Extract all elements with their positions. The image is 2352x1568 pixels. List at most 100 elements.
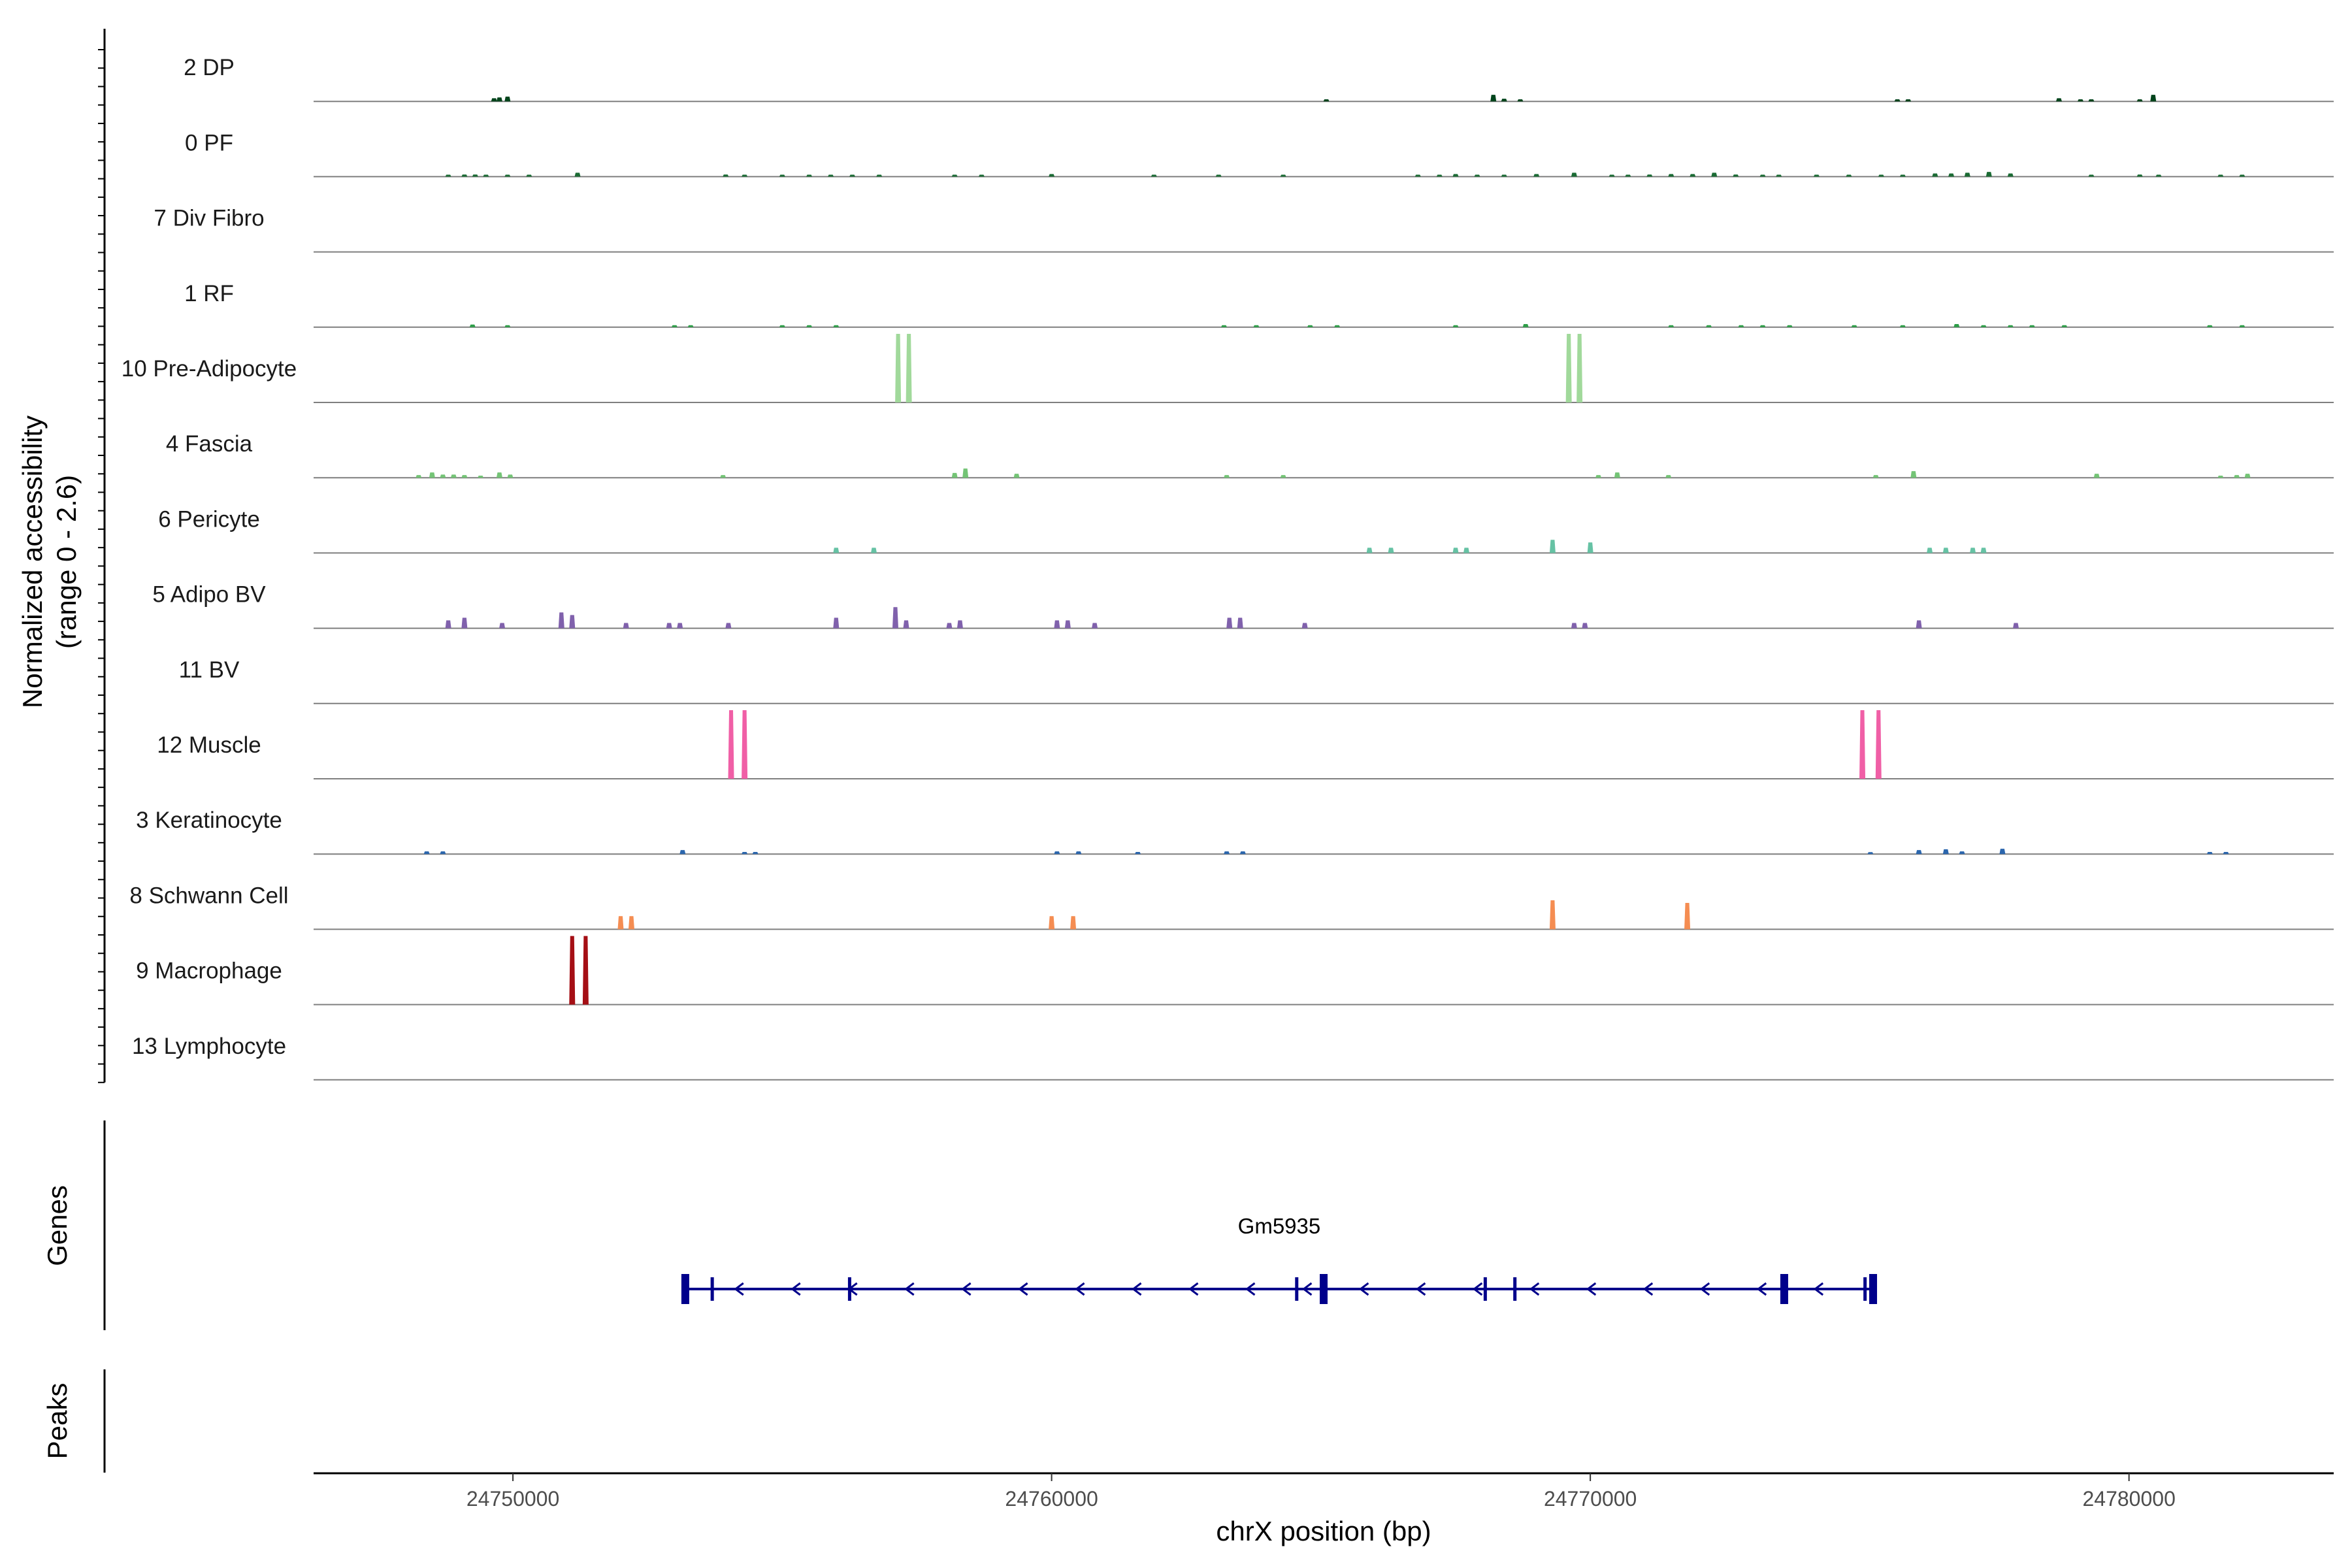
coverage-peak [2093,474,2100,478]
coverage-peak [1875,710,1882,779]
coverage-peak [1999,849,2006,855]
track-4-fascia: 4 Fascia [166,431,2334,479]
coverage-peak [1625,174,1631,177]
coverage-peak [895,334,902,402]
coverage-peak [876,174,883,177]
coverage-peak [472,174,478,177]
coverage-peak [1501,174,1507,177]
coverage-peak [526,174,532,177]
coverage-peak [892,607,898,629]
track-label: 12 Muscle [157,732,261,758]
track-label: 3 Keratinocyte [136,808,282,833]
coverage-peak [752,851,759,855]
track-3-keratinocyte: 3 Keratinocyte [136,808,2334,855]
coverage-peak [1878,174,1884,177]
coverage-peak [2007,325,2014,327]
coverage-peak [1576,334,1583,402]
coverage-peak [2206,851,2213,855]
coverage-peak [779,174,785,177]
coverage-peak [742,174,748,177]
coverage-peak [1565,334,1572,402]
coverage-peak [1474,174,1480,177]
coverage-peak [483,174,489,177]
coverage-peak [1224,851,1230,855]
gene-exon [1295,1277,1299,1301]
coverage-peak [1224,475,1230,478]
coverage-peak [1414,174,1421,177]
coverage-peak [1668,174,1674,177]
coverage-peak [1490,95,1497,102]
coverage-peak [1609,174,1615,177]
gene-label: Gm5935 [1238,1214,1321,1238]
coverage-peak [1280,174,1286,177]
strand-arrow [1756,1282,1767,1296]
coverage-peak [1942,849,1949,855]
track-label: 13 Lymphocyte [132,1034,286,1059]
coverage-peak [1049,916,1055,930]
coverage-peak [2088,174,2095,177]
coverage-peak [569,936,576,1005]
strand-arrow [1188,1282,1199,1296]
coverage-peak [1980,325,1987,327]
coverage-peak [677,623,683,629]
coverage-peak [1980,547,1987,553]
coverage-peak [1738,325,1744,327]
track-label: 9 Macrophage [136,958,282,984]
coverage-peak [1964,172,1970,177]
coverage-peak [1215,174,1222,177]
x-tick-label: 24760000 [1005,1487,1098,1511]
strand-arrow [1813,1282,1824,1296]
coverage-peak [1846,174,1852,177]
coverage-peak [951,472,958,478]
coverage-peak [906,334,912,402]
coverage-peak [903,620,909,629]
coverage-peak [504,96,511,102]
coverage-peak [1220,325,1227,327]
coverage-peak [1463,547,1470,553]
coverage-peak [1253,325,1260,327]
track-label: 7 Div Fibro [154,206,264,231]
coverage-peak [496,97,502,102]
coverage-peak [1927,547,1933,553]
gene-exon [681,1274,689,1304]
coverage-peak [416,475,422,478]
strand-arrow [1358,1282,1369,1296]
coverage-peak [679,850,686,855]
coverage-peak [1614,472,1620,478]
track-9-macrophage: 9 Macrophage [136,936,2334,1005]
coverage-peak [1549,900,1556,930]
coverage-peak [445,620,451,629]
coverage-peak [469,324,476,327]
coverage-peak [742,851,748,855]
coverage-peak [671,325,678,327]
coverage-peak [1646,174,1653,177]
coverage-peak [2217,475,2224,478]
coverage-peak [723,174,729,177]
coverage-peak [871,547,877,553]
coverage-peak [1759,174,1766,177]
coverage-peak [779,325,785,327]
coverage-peak [1706,325,1712,327]
coverage-peak [1301,623,1308,629]
coverage-peak [728,710,734,779]
strand-arrow [1586,1282,1597,1296]
coverage-peak [450,474,457,478]
coverage-peak [1985,172,1992,177]
coverage-peak [491,98,497,102]
coverage-peak [720,475,727,478]
gene-exon [1513,1277,1517,1301]
coverage-peak [1452,174,1459,177]
track-label: 1 RF [184,281,234,306]
strand-arrow [1529,1282,1540,1296]
coverage-peak [1953,323,1960,327]
gene-exon [1780,1274,1788,1304]
coverage-peak [1932,173,1938,177]
coverage-peak [2029,325,2035,327]
track-6-pericyte: 6 Pericyte [158,506,2334,554]
coverage-peak [558,612,564,629]
peaks-panel: Peaks [42,1369,106,1473]
coverage-peak [1776,174,1782,177]
strand-arrow [1301,1282,1313,1296]
strand-arrow [1699,1282,1710,1296]
